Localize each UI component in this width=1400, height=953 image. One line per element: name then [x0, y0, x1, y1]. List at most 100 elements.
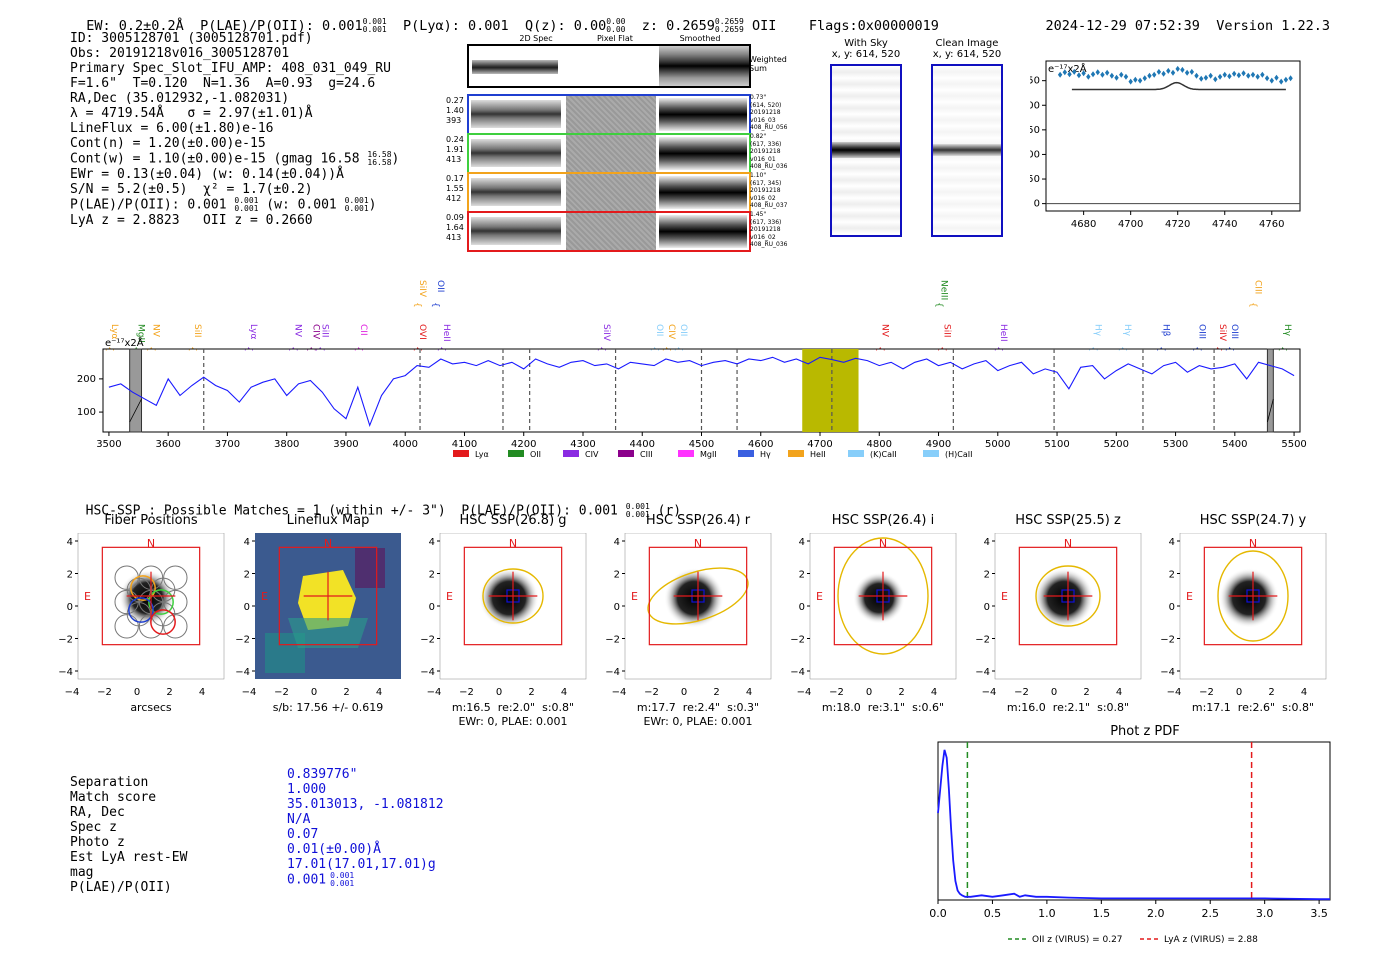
- hsc-ytick-label: 4: [799, 537, 805, 548]
- hsc-panel-caption: arcsecs: [130, 701, 172, 714]
- hsc-panel-image: N E 4 2 0 −2 −4: [790, 533, 957, 680]
- search-box: [1203, 546, 1303, 646]
- hsc-xtick-label: 4: [375, 687, 383, 698]
- fit-data-point: [1213, 76, 1218, 83]
- spectrum-line-label: Lyα: [109, 324, 119, 340]
- hsc-xtick-label: 0: [310, 687, 318, 698]
- match-label: Separation: [70, 775, 149, 790]
- info-plae: P(LAE)/P(OII): 0.001 0.001 0.001 (w: 0.00…: [70, 196, 377, 213]
- spectrum-legend-swatch: [453, 450, 469, 457]
- info-radec: RA,Dec (35.012932,-1.082031): [70, 91, 290, 106]
- cutout-grid: 2D Spec Pixel Flat Smoothed Weighted Sum…: [440, 32, 800, 257]
- fit-data-point: [1184, 69, 1190, 76]
- spectrum-legend-swatch: [508, 450, 524, 457]
- spectrum-xtick-label: 5000: [985, 439, 1010, 450]
- hsc-xtick-label: −2: [829, 687, 844, 698]
- search-box: [101, 546, 201, 646]
- fit-data-point: [1090, 71, 1096, 78]
- lineflux-cell: [288, 618, 368, 648]
- cutout-pixel-flat: [566, 174, 656, 211]
- hsc-ytick-label: −2: [420, 635, 435, 646]
- hsc-panel-title: HSC SSP(25.5) z: [1015, 513, 1121, 528]
- photz-curve: [937, 749, 1330, 901]
- hsc-xtick-label: 2: [528, 687, 535, 698]
- hsc-xtick-label: −4: [796, 687, 812, 698]
- hsc-panel-title: HSC SSP(26.4) r: [645, 513, 751, 528]
- hsc-xtick-label: 2: [1083, 687, 1090, 698]
- spectrum-xtick-label: 4600: [748, 439, 773, 450]
- hsc-xtick-label: 2: [898, 687, 905, 698]
- fiber-circle: [163, 565, 188, 590]
- hsc-xtick-label: 0: [865, 687, 873, 698]
- fit-data-point: [1288, 75, 1293, 82]
- fit-data-point: [1231, 70, 1237, 77]
- col-smoothed: Smoothed: [679, 34, 721, 43]
- hsc-xtick-label: 4: [198, 687, 206, 698]
- spectrum-line-label: OII: [435, 280, 445, 292]
- fit-data-point: [1227, 73, 1232, 80]
- spectrum-line-label: NV: [293, 324, 303, 338]
- spectrum-ytick-label: 100: [77, 407, 96, 418]
- fit-ytick-label: 100: [1030, 149, 1040, 160]
- header-plae-bounds: 0.001 0.001: [362, 17, 387, 34]
- fit-data-point: [1269, 77, 1274, 84]
- header-right: 2024-12-29 07:52:39 Version 1.22.3: [1029, 2, 1331, 34]
- info-obs: Obs: 20191218v016_3005128701: [70, 46, 290, 61]
- hsc-panel-caption-2: EWr: 0, PLAE: 0.001: [458, 715, 568, 728]
- hsc-panel-image: N E 4 2 0 −2 −4: [420, 533, 587, 680]
- north-label: N: [1064, 537, 1072, 550]
- hsc-ytick-label: 2: [429, 570, 435, 581]
- fit-data-point: [1199, 75, 1204, 82]
- photz-xtick-label: 0.0: [929, 907, 947, 920]
- hsc-ytick-label: 2: [614, 570, 620, 581]
- hsc-xtick-label: −2: [1199, 687, 1214, 698]
- fit-data-point: [1260, 71, 1265, 78]
- hsc-ytick-label: −2: [1160, 635, 1175, 646]
- hsc-panel-title: HSC SSP(26.8) g: [459, 513, 567, 528]
- fit-ytick-label: 250: [1030, 76, 1040, 87]
- east-label: E: [446, 590, 453, 603]
- fiber-highlight: [150, 609, 176, 635]
- fit-data-point: [1175, 65, 1180, 72]
- spectrum-xtick-label: 4000: [392, 439, 417, 450]
- hsc-xtick-label: 2: [166, 687, 173, 698]
- hsc-xtick-label: 2: [1268, 687, 1275, 698]
- fit-data-point: [1241, 70, 1246, 77]
- fiber-highlight: [148, 589, 174, 615]
- match-label: Photo z: [70, 835, 125, 850]
- fiber-circle: [163, 614, 188, 639]
- cutout-row-stats: 0.09 1.64 413: [446, 213, 464, 242]
- hsc-ytick-label: −2: [58, 635, 73, 646]
- spectrum-xtick-label: 3800: [274, 439, 299, 450]
- cutout-row-stats: 0.24 1.91 413: [446, 135, 464, 164]
- hsc-ytick-label: −2: [605, 635, 620, 646]
- header-ew: EW: 0.2±0.2Å: [86, 18, 184, 34]
- cutout-row-stats: 0.17 1.55 412: [446, 174, 464, 203]
- hsc-ytick-label: 0: [799, 602, 805, 613]
- match-value: 0.01(±0.00)Å: [287, 842, 381, 857]
- fit-data-point: [1283, 76, 1289, 83]
- fit-data-point: [1264, 75, 1270, 82]
- spectrum-masked-region: [129, 348, 143, 433]
- fit-data-point: [1278, 78, 1284, 85]
- spectrum-line-label: SiIV: [417, 280, 427, 298]
- spectrum-xtick-label: 4400: [630, 439, 655, 450]
- fit-data-point: [1062, 69, 1068, 76]
- fit-data-point: [1156, 68, 1162, 75]
- fit-data-point: [1208, 72, 1213, 79]
- aperture-ellipse: [482, 568, 544, 624]
- photz-xtick-label: 2.5: [1201, 907, 1219, 920]
- cutout-2d-spec: [471, 178, 561, 206]
- aperture-ellipse: [647, 567, 749, 625]
- info-contn: Cont(n) = 1.20(±0.00)e-15: [70, 136, 266, 151]
- hsc-xtick-label: 4: [930, 687, 938, 698]
- cutout-row-meta: 1.45" (617, 336) 20191218 v016_02 408_RU_036: [750, 211, 788, 248]
- spectrum-line-label: SiII: [192, 324, 202, 338]
- col-pixel-flat: Pixel Flat: [597, 34, 633, 43]
- search-box: [278, 546, 378, 646]
- hsc-xtick-label: −4: [426, 687, 442, 698]
- fit-data-point: [1147, 72, 1152, 79]
- fit-ytick-label: 50: [1030, 174, 1040, 185]
- hsc-panel-image: N E 4 2 0 −2 −4: [58, 533, 225, 680]
- fit-data-point: [1137, 77, 1143, 84]
